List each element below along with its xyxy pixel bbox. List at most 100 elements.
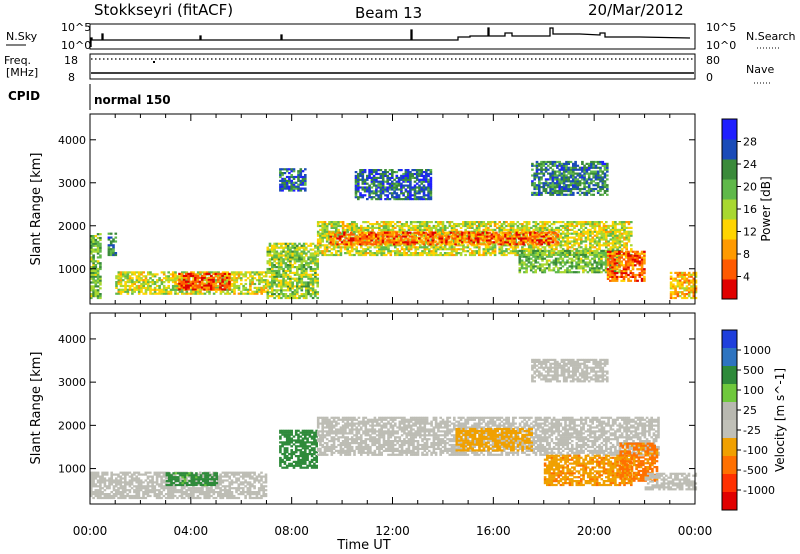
echo-cell [311, 296, 315, 300]
echo-cell [501, 241, 505, 244]
echo-cell [319, 232, 322, 235]
echo-cell [540, 160, 543, 164]
echo-cell [375, 253, 379, 257]
echo-cell [293, 242, 297, 245]
echo-cell [99, 264, 102, 267]
echo-cell [153, 275, 157, 278]
echo-cell [501, 233, 505, 236]
echo-cell [462, 246, 465, 249]
echo-cell [190, 292, 193, 295]
echo-cell [375, 221, 379, 224]
echo-cell [601, 193, 605, 196]
echo-cell [576, 182, 580, 185]
echo-cell [603, 162, 607, 165]
echo-cell [298, 256, 301, 259]
echo-cell [350, 226, 354, 229]
echo-cell [445, 243, 448, 246]
echo-cell [271, 258, 274, 261]
echo-cell [461, 237, 464, 240]
echo-cell [309, 266, 313, 269]
echo-cell [541, 226, 545, 229]
echo-cell [268, 275, 272, 278]
echo-cell [406, 241, 410, 244]
echo-cell [439, 252, 442, 255]
echo-cell [142, 275, 145, 278]
echo-cell [592, 174, 595, 177]
echo-cell [523, 255, 526, 258]
echo-cell [483, 235, 487, 238]
echo-cell [160, 290, 164, 293]
echo-cell [598, 246, 601, 249]
echo-cell [559, 257, 562, 260]
echo-cell [453, 226, 456, 229]
echo-cell [553, 172, 557, 175]
echo-cell [630, 226, 633, 229]
echo-cell [92, 279, 95, 282]
echo-cell [566, 228, 569, 231]
echo-cell [284, 250, 288, 253]
echo-cell [140, 290, 143, 293]
echo-cell [251, 281, 254, 284]
echo-cell [153, 290, 157, 293]
echo-cell [381, 239, 385, 242]
echo-cell [90, 250, 93, 253]
echo-cell [421, 224, 424, 228]
echo-cell [96, 271, 100, 274]
echo-cell [251, 271, 254, 274]
echo-cell [559, 232, 563, 235]
echo-cell [550, 228, 554, 231]
echo-cell [585, 166, 589, 169]
echo-cell [293, 296, 297, 300]
echo-cell [550, 223, 554, 226]
echo-cell [501, 243, 505, 246]
echo-cell [574, 187, 577, 191]
echo-cell [419, 228, 422, 231]
echo-cell [611, 244, 615, 247]
echo-cell [573, 242, 576, 245]
echo-cell [422, 231, 426, 234]
echo-cell [203, 271, 207, 274]
echo-cell [237, 271, 241, 274]
echo-cell [199, 288, 202, 291]
echo-cell [271, 248, 274, 251]
echo-cell [275, 289, 279, 292]
echo-cell [482, 223, 486, 226]
echo-cell [623, 236, 626, 239]
echo-cell [135, 288, 139, 291]
echo-cell [402, 174, 405, 177]
echo-cell [372, 184, 376, 187]
echo-cell [427, 196, 430, 199]
echo-cell [198, 280, 202, 283]
echo-cell [573, 226, 576, 229]
echo-cell [521, 228, 524, 231]
echo-cell [253, 286, 257, 289]
echo-cell [275, 242, 279, 245]
echo-cell [502, 228, 506, 231]
echo-cell [291, 277, 294, 280]
echo-cell [415, 196, 419, 199]
echo-cell [588, 251, 592, 254]
echo-cell [547, 241, 550, 244]
echo-cell [554, 261, 558, 264]
echo-cell [169, 290, 173, 293]
echo-cell [566, 242, 569, 245]
echo-cell [212, 272, 215, 275]
echo-cell [237, 292, 241, 295]
echo-cell [434, 226, 438, 229]
echo-cell [335, 252, 338, 255]
echo-cell [117, 292, 121, 295]
echo-cell [418, 169, 421, 172]
echo-cell [311, 291, 315, 294]
echo-cell [253, 292, 257, 295]
echo-cell [307, 281, 310, 284]
echo-cell [369, 226, 372, 229]
echo-cell [311, 252, 315, 255]
echo-cell [487, 226, 490, 229]
echo-cell [539, 248, 542, 251]
echo-cell [568, 224, 572, 228]
echo-cell [386, 198, 389, 201]
echo-cell [92, 236, 95, 240]
echo-cell [542, 231, 546, 234]
echo-cell [580, 234, 583, 237]
echo-cell [391, 230, 395, 233]
